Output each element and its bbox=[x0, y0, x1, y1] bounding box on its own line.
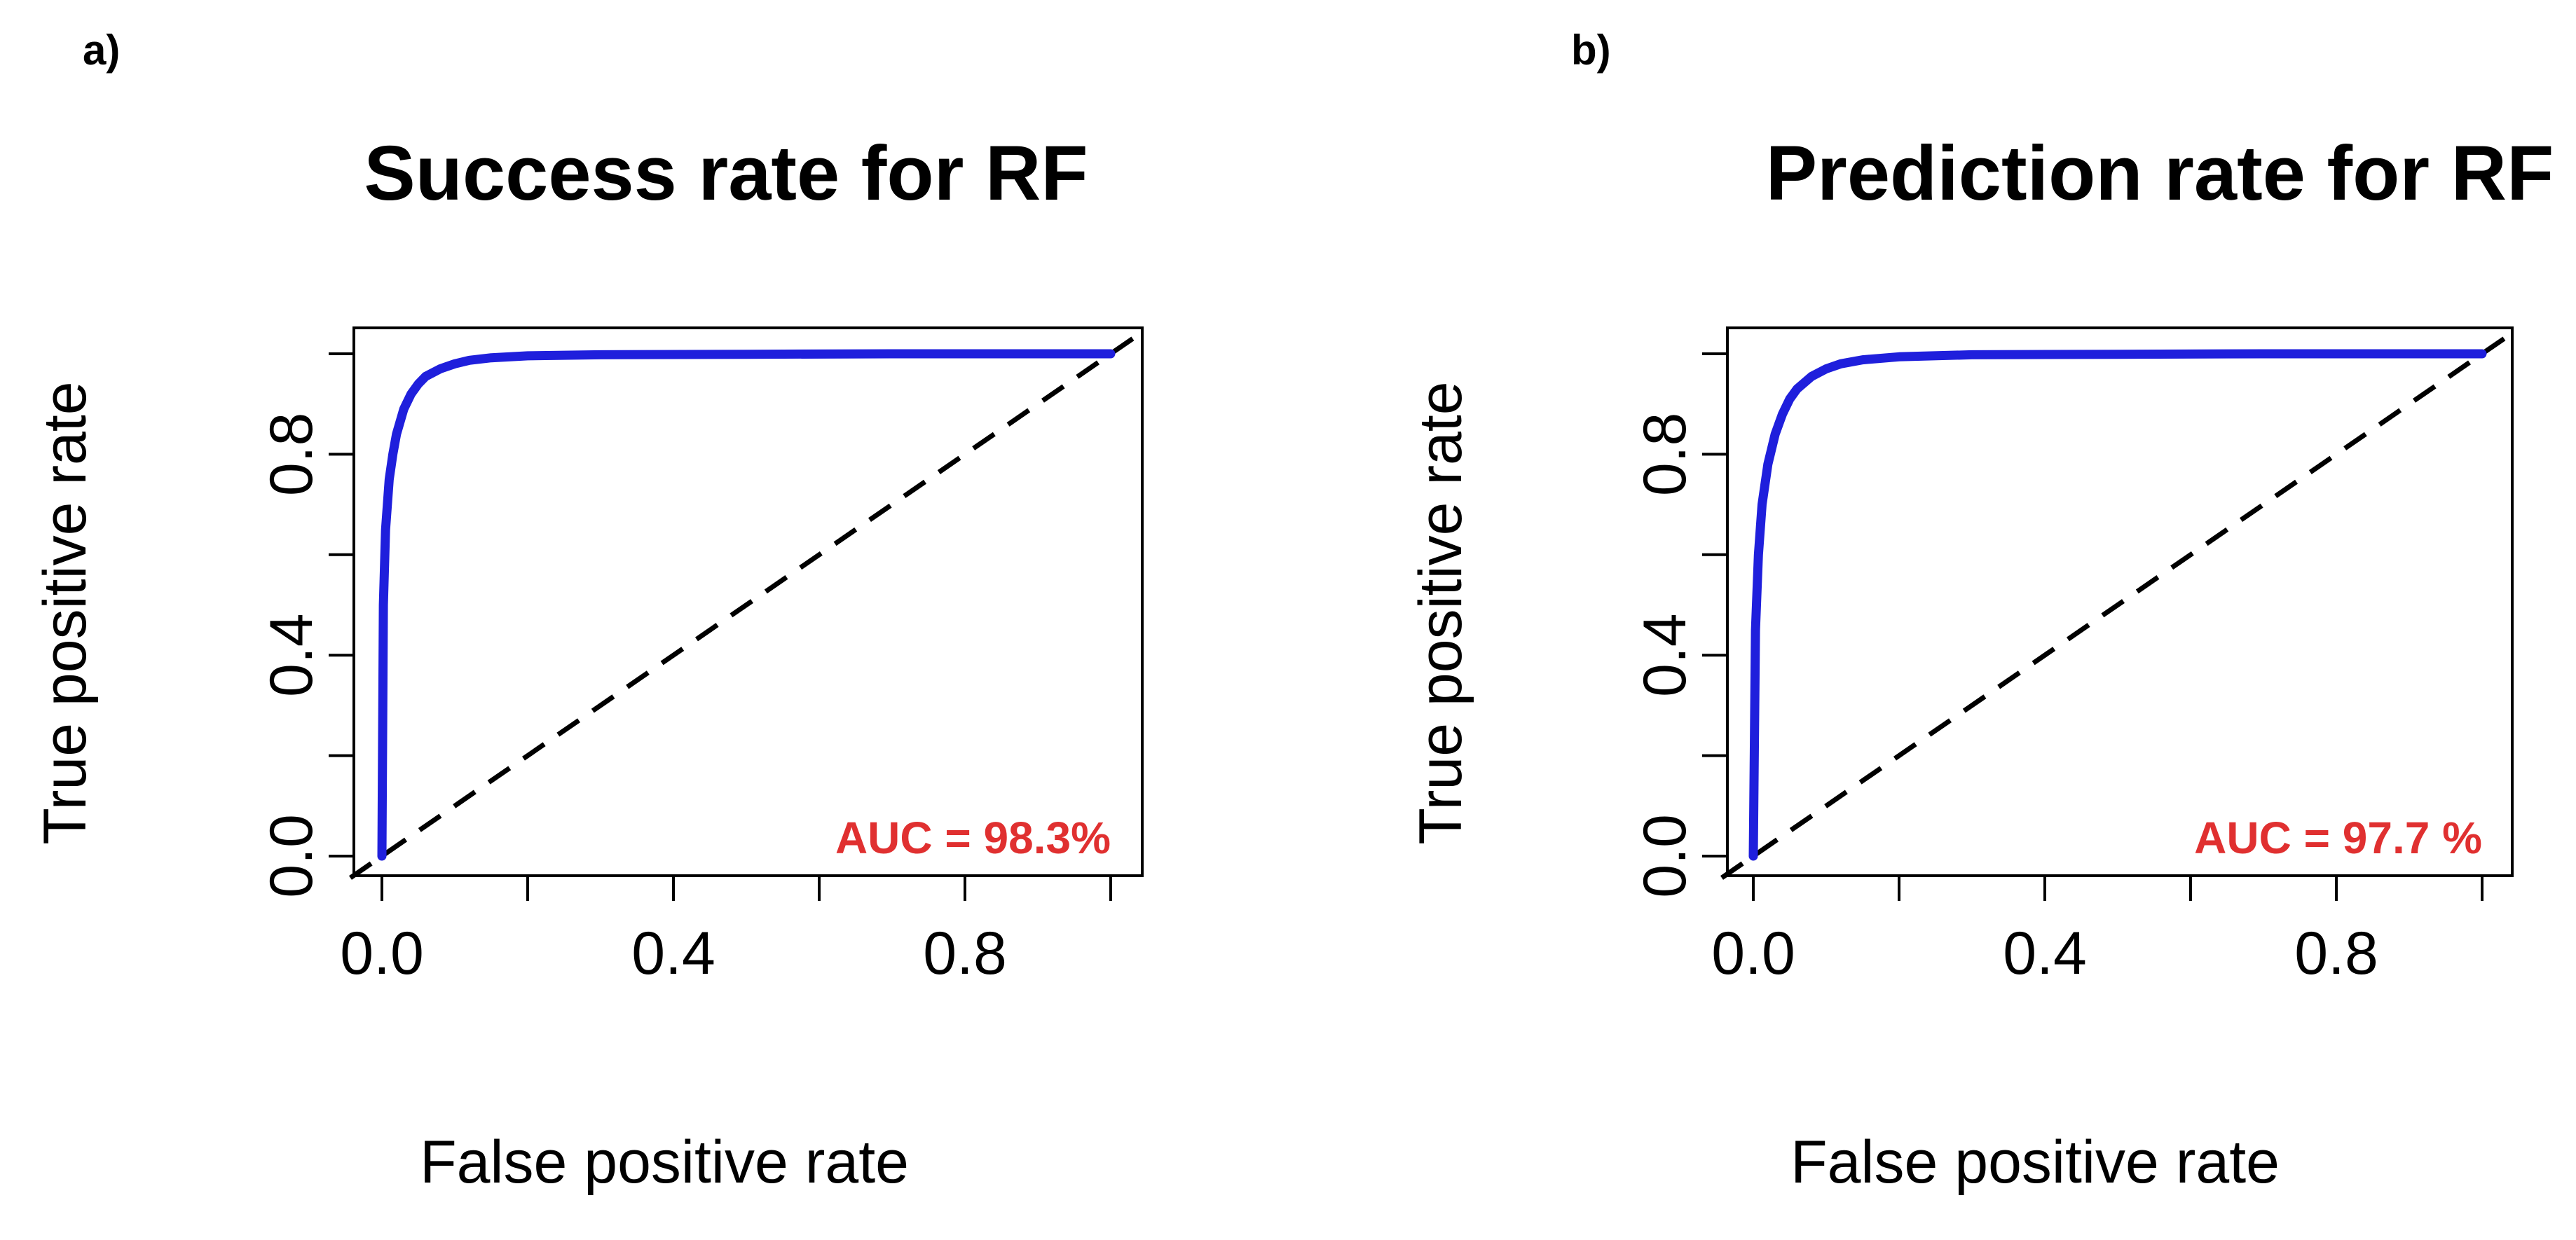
panel-a-plot-frame bbox=[352, 326, 1144, 877]
panel-b-x-tick-label: 0.8 bbox=[2294, 920, 2378, 987]
panel-a-letter: a) bbox=[83, 27, 120, 74]
panel-b-y-tick-label: 0.0 bbox=[1631, 814, 1699, 898]
panel-a-plot: 0.0 0.4 0.8 0.0 0.4 0.8 bbox=[258, 326, 1144, 987]
panel-a-roc-curve bbox=[377, 349, 1116, 861]
panel-b-title: Prediction rate for RF bbox=[1766, 130, 2554, 216]
panel-a-auc-annotation: AUC = 98.3% bbox=[835, 813, 1111, 863]
panel-a-y-tick-label: 0.8 bbox=[258, 413, 325, 497]
panel-b-letter: b) bbox=[1571, 27, 1611, 74]
panel-b-ylabel: True positive rate bbox=[1407, 381, 1474, 844]
panel-a-diagonal-line bbox=[349, 330, 1144, 880]
panel-b: b) Prediction rate for RF False positive… bbox=[1407, 27, 2554, 1196]
panel-b-x-tick-label: 0.4 bbox=[2003, 920, 2087, 987]
panel-a-y-tick-label: 0.0 bbox=[258, 814, 325, 898]
panel-a-y-tick-label: 0.4 bbox=[258, 613, 325, 697]
panel-a-x-tick-label: 0.0 bbox=[340, 920, 424, 987]
panel-b-diagonal-line bbox=[1720, 330, 2515, 880]
panel-a-xlabel: False positive rate bbox=[420, 1129, 909, 1196]
panel-a-ylabel: True positive rate bbox=[32, 381, 99, 844]
panel-b-plot-frame bbox=[1726, 326, 2514, 877]
panel-b-xlabel: False positive rate bbox=[1790, 1129, 2280, 1196]
panel-b-auc-annotation: AUC = 97.7 % bbox=[2194, 813, 2482, 863]
panel-b-x-tick-label: 0.0 bbox=[1711, 920, 1795, 987]
panel-a-title: Success rate for RF bbox=[364, 130, 1088, 216]
panel-b-y-tick-label: 0.4 bbox=[1631, 613, 1699, 697]
panel-b-y-tick-label: 0.8 bbox=[1631, 413, 1699, 497]
panel-b-roc-curve bbox=[1748, 349, 2487, 861]
panel-a: a) Success rate for RF False positive ra… bbox=[32, 27, 1144, 1196]
panel-a-x-tick-label: 0.4 bbox=[631, 920, 715, 987]
panel-a-x-tick-label: 0.8 bbox=[923, 920, 1007, 987]
panel-b-plot: 0.0 0.4 0.8 0.0 0.4 0.8 bbox=[1631, 326, 2515, 987]
